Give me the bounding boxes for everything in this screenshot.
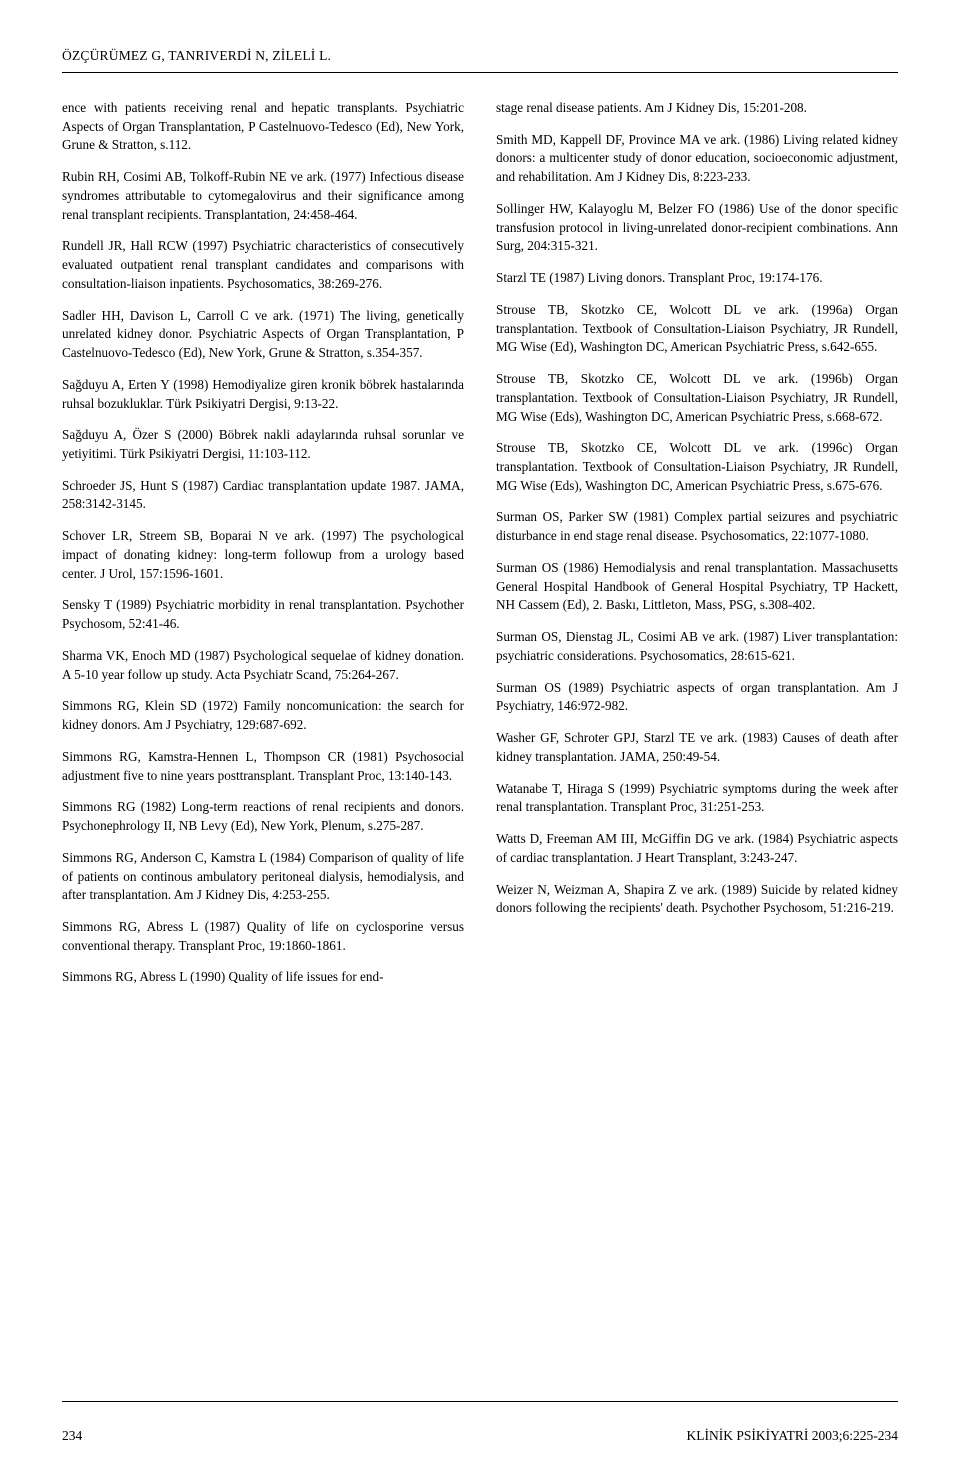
journal-reference: KLİNİK PSİKİYATRİ 2003;6:225-234 <box>687 1428 899 1444</box>
reference-entry: stage renal disease patients. Am J Kidne… <box>496 99 898 118</box>
reference-entry: Strouse TB, Skotzko CE, Wolcott DL ve ar… <box>496 301 898 357</box>
reference-entry: Simmons RG, Anderson C, Kamstra L (1984)… <box>62 849 464 905</box>
reference-entry: Simmons RG, Klein SD (1972) Family nonco… <box>62 697 464 734</box>
running-header: ÖZÇÜRÜMEZ G, TANRIVERDİ N, ZİLELİ L. <box>62 48 898 64</box>
reference-entry: Simmons RG, Abress L (1990) Quality of l… <box>62 968 464 987</box>
reference-entry: Surman OS, Parker SW (1981) Complex part… <box>496 508 898 545</box>
footer-rule <box>62 1401 898 1402</box>
right-column: stage renal disease patients. Am J Kidne… <box>496 99 898 1401</box>
reference-entry: Surman OS (1989) Psychiatric aspects of … <box>496 679 898 716</box>
reference-entry: Schroeder JS, Hunt S (1987) Cardiac tran… <box>62 477 464 514</box>
reference-entry: Sharma VK, Enoch MD (1987) Psychological… <box>62 647 464 684</box>
reference-entry: Schover LR, Streem SB, Boparai N ve ark.… <box>62 527 464 583</box>
page-footer: 234 KLİNİK PSİKİYATRİ 2003;6:225-234 <box>62 1422 898 1444</box>
reference-entry: Surman OS (1986) Hemodialysis and renal … <box>496 559 898 615</box>
reference-entry: Simmons RG, Abress L (1987) Quality of l… <box>62 918 464 955</box>
reference-entry: Watts D, Freeman AM III, McGiffin DG ve … <box>496 830 898 867</box>
reference-entry: Sensky T (1989) Psychiatric morbidity in… <box>62 596 464 633</box>
reference-entry: Sağduyu A, Özer S (2000) Böbrek nakli ad… <box>62 426 464 463</box>
reference-entry: Strouse TB, Skotzko CE, Wolcott DL ve ar… <box>496 370 898 426</box>
reference-entry: Smith MD, Kappell DF, Province MA ve ark… <box>496 131 898 187</box>
reference-entry: Weizer N, Weizman A, Shapira Z ve ark. (… <box>496 881 898 918</box>
header-rule <box>62 72 898 73</box>
reference-entry: ence with patients receiving renal and h… <box>62 99 464 155</box>
page-number: 234 <box>62 1428 82 1444</box>
reference-entry: Sağduyu A, Erten Y (1998) Hemodiyalize g… <box>62 376 464 413</box>
reference-entry: Surman OS, Dienstag JL, Cosimi AB ve ark… <box>496 628 898 665</box>
reference-entry: Simmons RG (1982) Long-term reactions of… <box>62 798 464 835</box>
left-column: ence with patients receiving renal and h… <box>62 99 464 1401</box>
reference-entry: Strouse TB, Skotzko CE, Wolcott DL ve ar… <box>496 439 898 495</box>
reference-entry: Watanabe T, Hiraga S (1999) Psychiatric … <box>496 780 898 817</box>
reference-entry: Washer GF, Schroter GPJ, Starzl TE ve ar… <box>496 729 898 766</box>
reference-entry: Rundell JR, Hall RCW (1997) Psychiatric … <box>62 237 464 293</box>
reference-entry: Sadler HH, Davison L, Carroll C ve ark. … <box>62 307 464 363</box>
reference-entry: Starzl TE (1987) Living donors. Transpla… <box>496 269 898 288</box>
reference-entry: Rubin RH, Cosimi AB, Tolkoff-Rubin NE ve… <box>62 168 464 224</box>
two-column-body: ence with patients receiving renal and h… <box>62 99 898 1401</box>
reference-entry: Simmons RG, Kamstra-Hennen L, Thompson C… <box>62 748 464 785</box>
reference-entry: Sollinger HW, Kalayoglu M, Belzer FO (19… <box>496 200 898 256</box>
